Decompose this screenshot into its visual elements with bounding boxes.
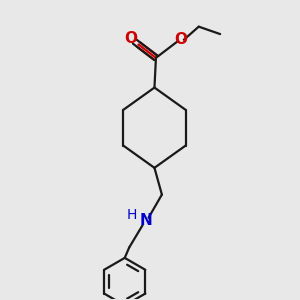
Text: H: H	[127, 208, 137, 222]
Text: N: N	[140, 213, 152, 228]
Text: O: O	[124, 31, 137, 46]
Text: O: O	[175, 32, 188, 46]
